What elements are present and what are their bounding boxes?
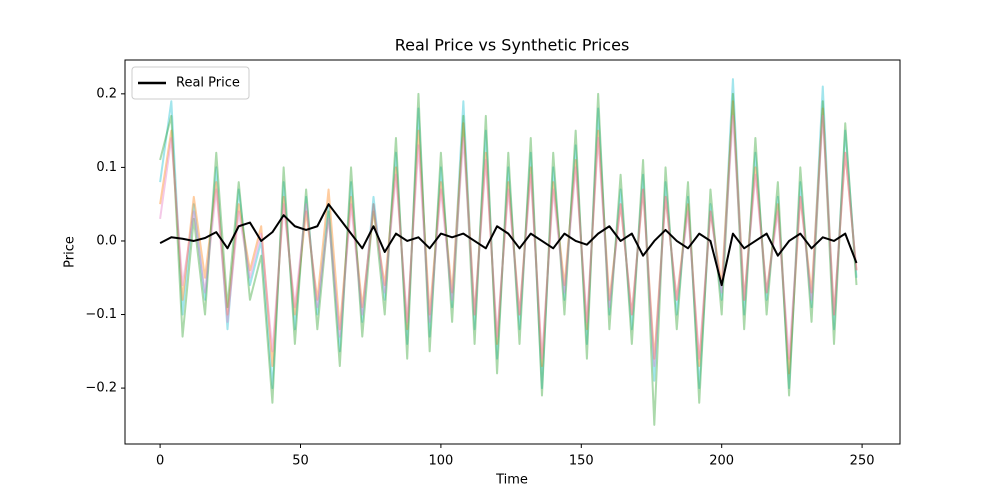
x-tick-label: 250 — [850, 454, 875, 469]
x-axis-label: Time — [495, 473, 528, 488]
synthetic-line — [159, 92, 858, 426]
x-tick-label: 150 — [569, 454, 594, 469]
y-axis-label: Price — [63, 236, 78, 268]
x-tick-label: 100 — [428, 454, 453, 469]
y-tick-label: 0.1 — [96, 160, 117, 175]
axes-frame — [124, 59, 901, 445]
y-tick-label: 0.0 — [96, 233, 117, 248]
synthetic-line — [159, 78, 858, 390]
synthetic-line — [159, 100, 858, 375]
x-tick-label: 0 — [156, 454, 164, 469]
y-tick-label: −0.2 — [85, 381, 117, 396]
synthetic-line — [159, 114, 858, 368]
plot-area — [159, 78, 858, 426]
chart-title: Real Price vs Synthetic Prices — [395, 36, 630, 55]
x-tick-label: 50 — [292, 454, 309, 469]
y-tick-label: 0.2 — [96, 86, 117, 101]
x-tick-label: 200 — [709, 454, 734, 469]
y-tick-label: −0.1 — [85, 307, 117, 322]
legend-label: Real Price — [176, 76, 240, 91]
legend-box — [131, 66, 250, 100]
real-price-line — [159, 203, 858, 287]
